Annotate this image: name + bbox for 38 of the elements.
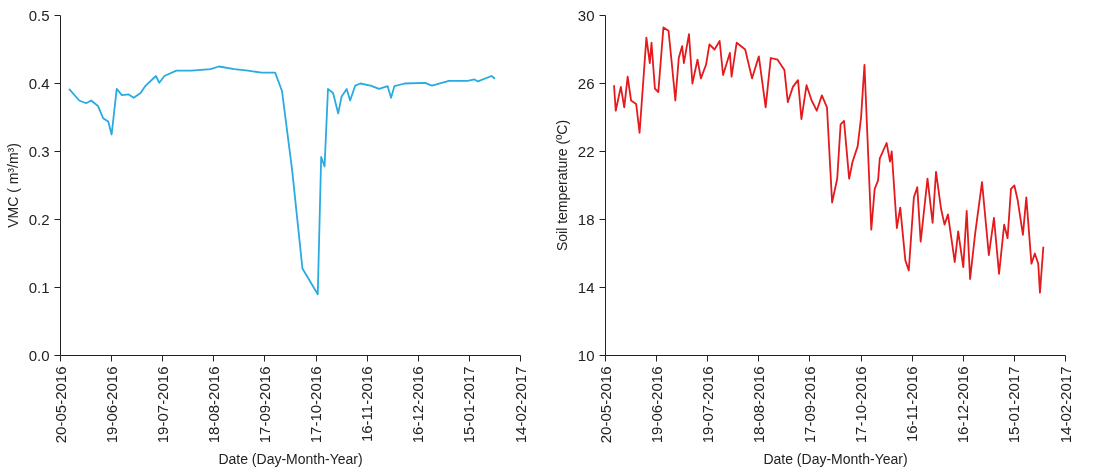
x-axis-title: Date (Day-Month-Year) (763, 451, 908, 468)
x-tick-label: 17-10-2016 (852, 366, 870, 444)
y-axis-title: VMC ( m³/m³) (4, 143, 21, 228)
x-tick-label: 14-02-2017 (511, 366, 529, 444)
y-tick-label: 18 (577, 210, 595, 228)
x-tick-label: 15-01-2017 (1005, 366, 1023, 444)
y-tick-label: 10 (577, 346, 595, 364)
x-tick-label: 15-01-2017 (460, 366, 478, 444)
y-tick-label: 0.3 (28, 142, 50, 160)
x-tick-label: 19-07-2016 (153, 366, 171, 444)
x-tick-label: 20-05-2016 (596, 366, 614, 444)
y-tick-label: 0.4 (28, 74, 50, 92)
y-axis-title: Soil temperature (ºC) (553, 119, 570, 252)
x-tick-label: 20-05-2016 (51, 366, 69, 444)
x-tick-label: 14-02-2017 (1056, 366, 1074, 444)
y-tick-label: 22 (577, 142, 595, 160)
x-tick-label: 19-07-2016 (698, 366, 716, 444)
x-tick-label: 16-12-2016 (409, 366, 427, 444)
y-tick-label: 0.2 (28, 210, 50, 228)
line-series (68, 65, 496, 296)
x-tick-label: 19-06-2016 (102, 366, 120, 444)
x-tick-label: 19-06-2016 (647, 366, 665, 444)
y-tick-label: 26 (577, 74, 595, 92)
x-tick-label: 18-08-2016 (204, 366, 222, 444)
x-tick-label: 18-08-2016 (749, 366, 767, 444)
y-tick-label: 30 (577, 6, 595, 24)
y-tick-label: 0.0 (28, 346, 50, 364)
y-tick-label: 0.5 (28, 6, 50, 24)
x-tick-label: 17-09-2016 (255, 366, 273, 444)
y-tick-label: 14 (577, 278, 595, 296)
line-series (613, 26, 1045, 294)
x-axis-title: Date (Day-Month-Year) (218, 451, 363, 468)
x-tick-label: 16-11-2016 (358, 366, 376, 443)
x-tick-label: 16-12-2016 (954, 366, 972, 444)
x-tick-label: 17-09-2016 (800, 366, 818, 444)
x-tick-label: 17-10-2016 (307, 366, 325, 444)
x-tick-label: 16-11-2016 (903, 366, 921, 443)
y-tick-label: 0.1 (28, 278, 50, 296)
